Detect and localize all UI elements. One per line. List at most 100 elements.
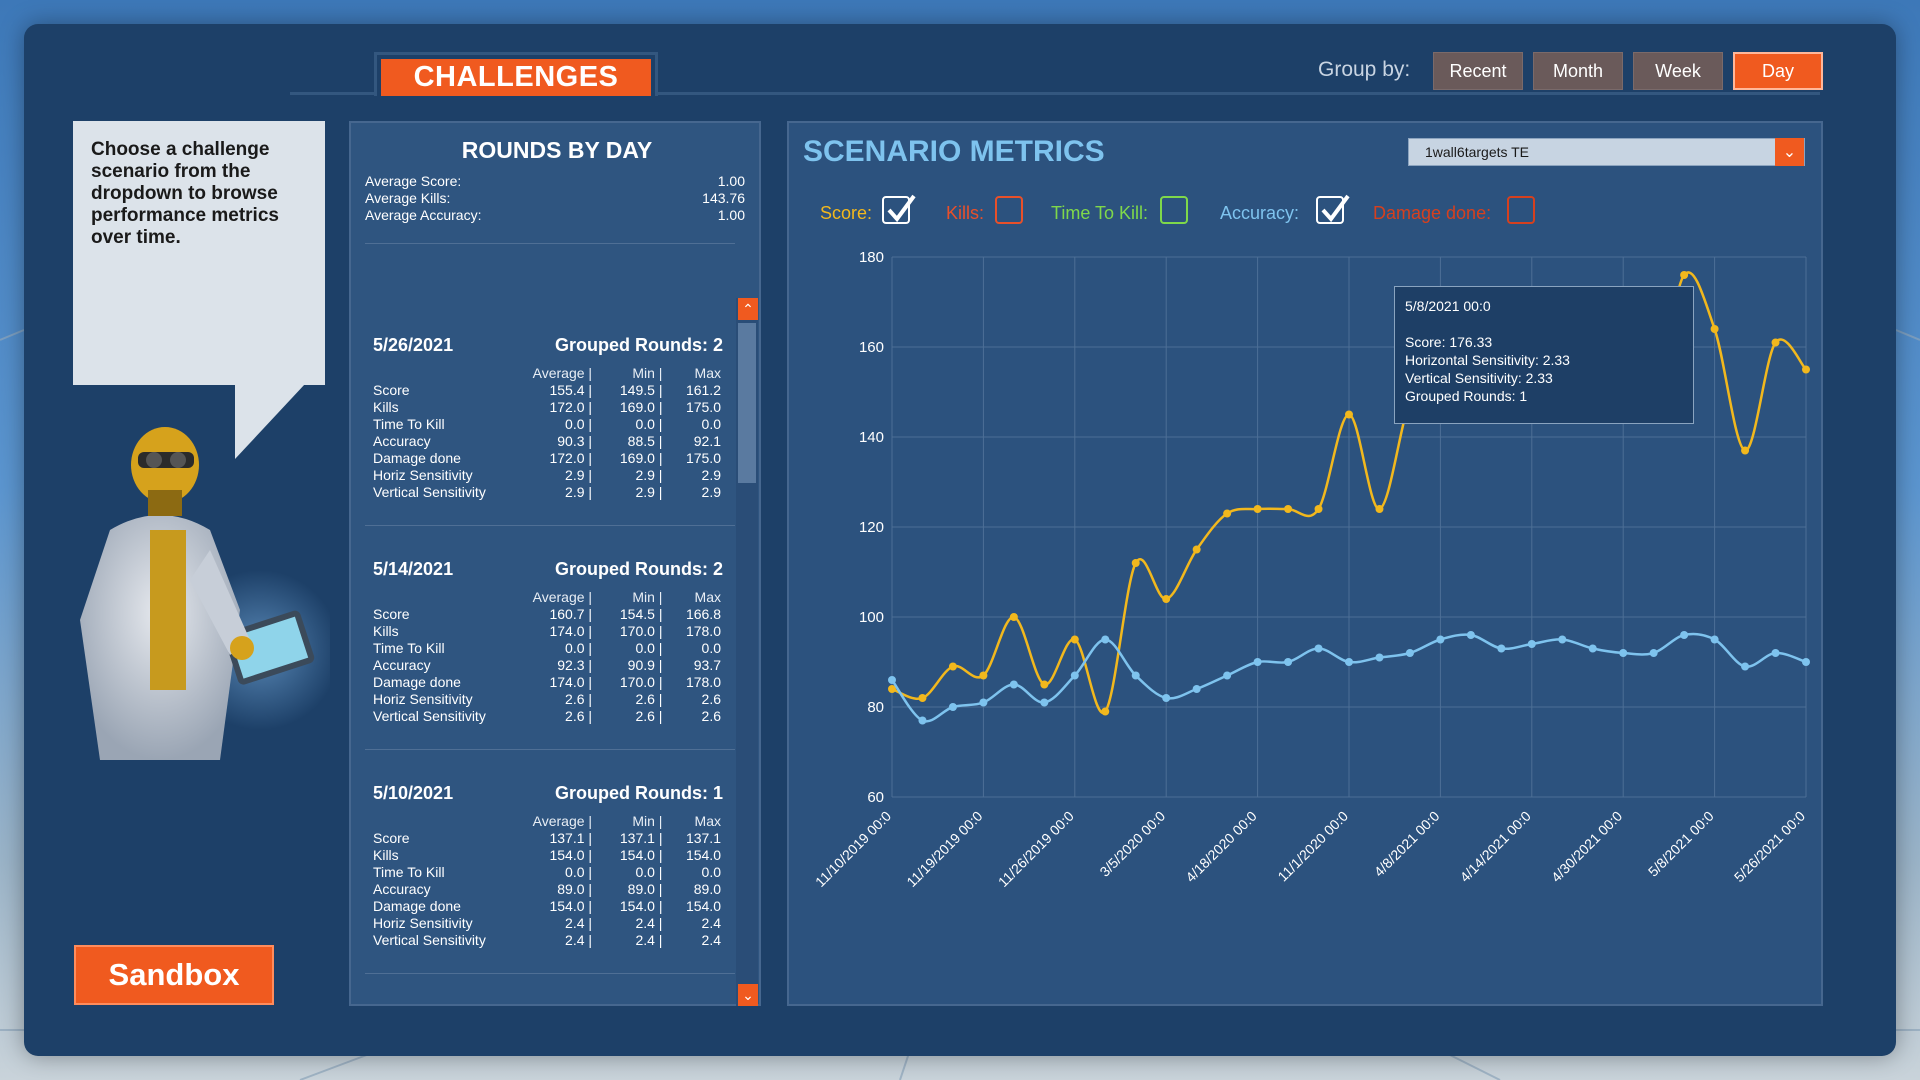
group-month-button[interactable]: Month bbox=[1533, 52, 1623, 90]
data-point bbox=[1101, 707, 1110, 716]
round-date: 5/10/2021 bbox=[373, 783, 454, 803]
stat-row: Horiz Sensitivity 2.4 | 2.4 | 2.4 bbox=[373, 915, 721, 931]
data-point bbox=[1802, 365, 1810, 374]
stat-row: Damage done 174.0 | 170.0 | 178.0 bbox=[373, 674, 721, 690]
average-score-value: 1.00 bbox=[717, 173, 745, 189]
x-tick-label: 4/8/2021 00:0 bbox=[1371, 808, 1443, 880]
data-point bbox=[1345, 658, 1353, 666]
stat-row: Horiz Sensitivity 2.9 | 2.9 | 2.9 bbox=[373, 467, 721, 483]
data-point bbox=[1192, 545, 1201, 554]
scenario-dropdown[interactable]: 1wall6targets TE ⌄ bbox=[1408, 138, 1805, 166]
col-min: Min | bbox=[632, 589, 663, 605]
time-to-kill-toggle-label: Time To Kill: bbox=[1051, 203, 1149, 223]
stat-row: Damage done 154.0 | 154.0 | 154.0 bbox=[373, 898, 721, 914]
average-score-label: Average Score: bbox=[365, 173, 462, 189]
data-point bbox=[948, 703, 957, 711]
group-day-button[interactable]: Day bbox=[1733, 52, 1823, 90]
stat-row: Time To Kill 0.0 | 0.0 | 0.0 bbox=[373, 864, 721, 880]
group-week-button[interactable]: Week bbox=[1633, 52, 1723, 90]
tooltip-date: 5/8/2021 00:0 bbox=[1405, 298, 1491, 314]
tab-challenges[interactable]: CHALLENGES bbox=[374, 52, 658, 96]
x-tick-label: 11/19/2019 00:0 bbox=[903, 808, 985, 890]
data-point bbox=[1649, 649, 1658, 657]
score-toggle-label: Score: bbox=[820, 203, 873, 223]
stat-row: Kills 154.0 | 154.0 | 154.0 bbox=[373, 847, 721, 863]
y-tick-label: 160 bbox=[859, 339, 884, 356]
rounds-by-day-panel: ROUNDS BY DAY Average Score: 1.00 Averag… bbox=[349, 121, 761, 1006]
data-point bbox=[1009, 613, 1018, 621]
x-tick-label: 5/26/2021 00:0 bbox=[1731, 808, 1809, 886]
rounds-scroll-thumb[interactable] bbox=[738, 323, 756, 483]
data-point bbox=[1314, 505, 1323, 513]
grouped-rounds: Grouped Rounds: 2 bbox=[555, 559, 723, 579]
col-max: Max bbox=[694, 813, 721, 829]
data-point bbox=[1466, 631, 1475, 639]
scenario-metrics-panel: SCENARIO METRICS 1wall6targets TE ⌄ Scor… bbox=[787, 121, 1823, 1006]
col-average: Average | bbox=[532, 589, 593, 605]
stat-row: Score 160.7 | 154.5 | 166.8 bbox=[373, 606, 721, 622]
checkmark-icon bbox=[1321, 194, 1350, 223]
y-tick-label: 80 bbox=[867, 699, 884, 716]
tooltip-line: Horizontal Sensitivity: 2.33 bbox=[1405, 352, 1570, 368]
tooltip-line: Grouped Rounds: 1 bbox=[1405, 388, 1528, 404]
scroll-down-icon[interactable]: ⌄ bbox=[738, 984, 758, 1006]
speech-bubble-tail bbox=[235, 384, 305, 459]
round-date: 5/14/2021 bbox=[373, 559, 454, 579]
damage-done-toggle-checkbox[interactable] bbox=[1507, 196, 1535, 224]
x-tick-label: 4/18/2020 00:0 bbox=[1182, 808, 1260, 886]
data-point bbox=[1375, 505, 1384, 513]
data-point bbox=[888, 676, 896, 684]
entry-divider bbox=[365, 525, 735, 526]
data-point bbox=[1253, 658, 1262, 666]
data-point bbox=[1284, 505, 1293, 513]
grouped-rounds: Grouped Rounds: 1 bbox=[555, 783, 723, 803]
data-point bbox=[1070, 671, 1079, 680]
tooltip-line: Score: 176.33 bbox=[1405, 334, 1493, 350]
score-toggle-checkbox[interactable] bbox=[882, 194, 916, 224]
y-tick-label: 140 bbox=[859, 429, 884, 446]
data-point bbox=[1314, 644, 1323, 653]
data-point bbox=[1009, 680, 1018, 689]
accuracy-toggle-label: Accuracy: bbox=[1220, 203, 1300, 223]
data-point bbox=[1497, 644, 1506, 653]
sandbox-button[interactable]: Sandbox bbox=[74, 945, 274, 1005]
stat-row: Time To Kill 0.0 | 0.0 | 0.0 bbox=[373, 416, 721, 432]
stat-row: Accuracy 89.0 | 89.0 | 89.0 bbox=[373, 881, 721, 897]
accuracy-toggle-checkbox[interactable] bbox=[1316, 194, 1350, 224]
data-point bbox=[1040, 680, 1049, 689]
tab-challenges-label: CHALLENGES bbox=[381, 59, 651, 96]
data-point bbox=[1527, 640, 1536, 648]
metrics-line-chart[interactable]: 60 80 100 120 140 160 180 11/10/2019 00:0 11/19/… bbox=[789, 123, 1821, 1004]
scroll-up-icon[interactable]: ⌃ bbox=[738, 298, 758, 320]
average-accuracy-label: Average Accuracy: bbox=[365, 207, 482, 223]
data-point bbox=[979, 671, 988, 680]
kills-toggle-checkbox[interactable] bbox=[995, 196, 1023, 224]
data-point bbox=[1162, 694, 1171, 702]
robot-scientist-character bbox=[80, 427, 330, 760]
x-tick-label: 4/30/2021 00:0 bbox=[1548, 808, 1626, 886]
y-tick-label: 180 bbox=[859, 249, 884, 266]
round-entry[interactable]: 5/10/2021 Grouped Rounds: 1 Average | Mi… bbox=[373, 783, 723, 949]
stat-row: Vertical Sensitivity 2.4 | 2.4 | 2.4 bbox=[373, 932, 721, 948]
grouped-rounds: Grouped Rounds: 2 bbox=[555, 335, 723, 355]
tooltip-line: Vertical Sensitivity: 2.33 bbox=[1405, 370, 1553, 386]
stat-row: Score 137.1 | 137.1 | 137.1 bbox=[373, 830, 721, 846]
round-entry[interactable]: 5/14/2021 Grouped Rounds: 2 Average | Mi… bbox=[373, 559, 723, 725]
group-recent-button[interactable]: Recent bbox=[1433, 52, 1523, 90]
average-kills-label: Average Kills: bbox=[365, 190, 451, 206]
data-point bbox=[888, 685, 896, 693]
round-entry[interactable]: 5/26/2021 Grouped Rounds: 2 Average | Mi… bbox=[373, 335, 723, 501]
time-to-kill-toggle-checkbox[interactable] bbox=[1160, 196, 1188, 224]
data-point bbox=[1131, 671, 1140, 680]
data-point bbox=[1588, 644, 1597, 653]
round-stats-table: Average | Min | Max Score 137.1 | 137.1 | 1… bbox=[373, 813, 723, 949]
col-max: Max bbox=[694, 589, 721, 605]
data-point bbox=[1680, 631, 1689, 639]
data-point bbox=[1558, 635, 1567, 644]
chevron-down-icon[interactable]: ⌄ bbox=[1775, 138, 1804, 166]
data-point bbox=[1101, 635, 1110, 644]
y-tick-label: 60 bbox=[867, 789, 884, 806]
kills-toggle-label: Kills: bbox=[946, 203, 985, 223]
x-tick-label: 11/26/2019 00:0 bbox=[995, 808, 1077, 890]
damage-done-toggle-label: Damage done: bbox=[1373, 203, 1492, 223]
